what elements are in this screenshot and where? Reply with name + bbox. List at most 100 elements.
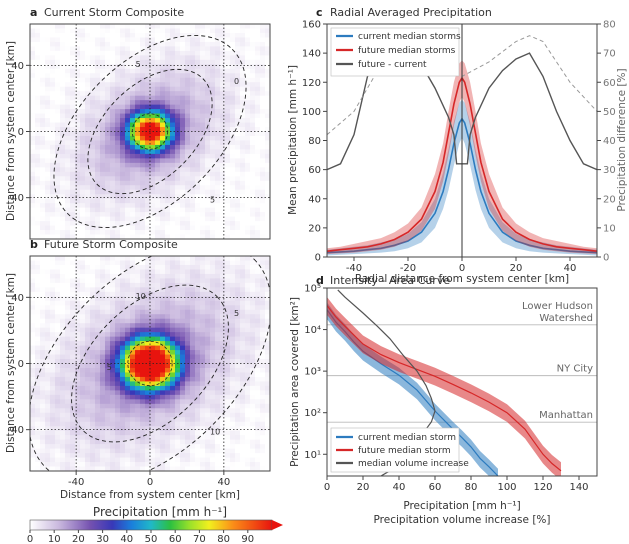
heatmap-cell: [130, 412, 136, 418]
heatmap-cell: [165, 162, 171, 168]
heatmap-cell: [80, 363, 86, 369]
heatmap-cell: [205, 305, 211, 311]
heatmap-cell: [115, 73, 121, 79]
heatmap-cell: [80, 435, 86, 441]
heatmap-cell: [220, 256, 226, 262]
heatmap-cell: [110, 100, 116, 106]
heatmap-cell: [205, 171, 211, 177]
heatmap-cell: [215, 127, 221, 133]
heatmap-cell: [30, 113, 36, 119]
heatmap-cell: [225, 37, 231, 43]
heatmap-cell: [210, 327, 216, 333]
heatmap-cell: [185, 278, 191, 284]
heatmap-cell: [190, 403, 196, 409]
heatmap-cell: [200, 426, 206, 432]
heatmap-cell: [230, 64, 236, 70]
heatmap-cell: [120, 100, 126, 106]
heatmap-cell: [185, 332, 191, 338]
heatmap-cell: [185, 77, 191, 83]
heatmap-cell: [30, 282, 36, 288]
heatmap-cell: [70, 444, 76, 450]
heatmap-cell: [125, 28, 131, 34]
heatmap-cell: [215, 144, 221, 151]
heatmap-cell: [80, 158, 86, 164]
heatmap-cell: [255, 448, 261, 454]
heatmap-cell: [120, 305, 126, 311]
heatmap-cell: [110, 225, 116, 231]
heatmap-cell: [200, 176, 206, 182]
heatmap-cell: [240, 50, 246, 56]
heatmap-cell: [85, 46, 91, 52]
heatmap-cell: [265, 100, 270, 106]
heatmap-cell: [170, 390, 176, 396]
heatmap-cell: [185, 327, 191, 333]
heatmap-cell: [110, 421, 116, 427]
heatmap-cell: [175, 381, 181, 387]
heatmap-cell: [150, 28, 156, 34]
heatmap-cell: [125, 390, 131, 396]
heatmap-cell: [195, 127, 201, 133]
heatmap-cell: [245, 345, 251, 351]
heatmap-cell: [240, 149, 246, 155]
heatmap-cell: [95, 162, 101, 168]
heatmap-cell: [100, 323, 106, 329]
heatmap-cell: [140, 372, 146, 378]
heatmap-cell: [140, 77, 146, 83]
heatmap-cell: [170, 230, 176, 236]
heatmap-cell: [155, 162, 161, 168]
heatmap-cell: [150, 135, 156, 142]
heatmap-cell: [130, 50, 136, 56]
heatmap-cell: [205, 64, 211, 70]
heatmap-cell: [195, 376, 201, 383]
heatmap-cell: [140, 376, 146, 383]
heatmap-cell: [65, 140, 71, 146]
heatmap-cell: [265, 91, 270, 97]
heatmap-cell: [215, 104, 221, 110]
heatmap-cell: [185, 180, 191, 186]
heatmap-cell: [95, 198, 101, 204]
heatmap-cell: [140, 381, 146, 387]
heatmap-cell: [205, 131, 211, 137]
heatmap-cell: [75, 113, 81, 119]
heatmap-cell: [230, 216, 236, 222]
heatmap-cell: [70, 46, 76, 52]
heatmap-cell: [225, 144, 231, 151]
heatmap-cell: [255, 198, 261, 204]
heatmap-cell: [250, 282, 256, 288]
heatmap-cell: [80, 462, 86, 468]
heatmap-cell: [175, 256, 181, 262]
heatmap-cell: [235, 430, 241, 436]
heatmap-cell: [75, 50, 81, 56]
heatmap-cell: [160, 203, 166, 209]
heatmap-cell: [150, 372, 156, 378]
heatmap-cell: [150, 176, 156, 182]
heatmap-cell: [260, 55, 266, 61]
heatmap-cell: [130, 176, 136, 182]
heatmap-cell: [185, 41, 191, 47]
heatmap-cell: [65, 332, 71, 338]
heatmap-cell: [255, 323, 261, 329]
heatmap-cell: [40, 372, 46, 378]
heatmap-cell: [155, 149, 161, 155]
heatmap-cell: [40, 135, 46, 142]
heatmap-cell: [240, 64, 246, 70]
heatmap-cell: [85, 381, 91, 387]
heatmap-cell: [30, 100, 36, 106]
heatmap-cell: [190, 291, 196, 297]
heatmap-cell: [205, 439, 211, 445]
heatmap-cell: [45, 24, 51, 30]
panel-b-grid: [30, 256, 270, 471]
colorbar-bar: [29, 519, 273, 531]
heatmap-cell: [55, 359, 61, 365]
heatmap-cell: [105, 185, 111, 191]
heatmap-cell: [35, 185, 41, 191]
heatmap-cell: [55, 194, 61, 200]
heatmap-cell: [190, 354, 196, 360]
heatmap-cell: [130, 198, 136, 204]
heatmap-cell: [155, 354, 161, 360]
heatmap-cell: [125, 435, 131, 441]
heatmap-cell: [95, 278, 101, 284]
heatmap-cell: [130, 185, 136, 191]
heatmap-cell: [260, 234, 266, 239]
heatmap-cell: [205, 318, 211, 324]
